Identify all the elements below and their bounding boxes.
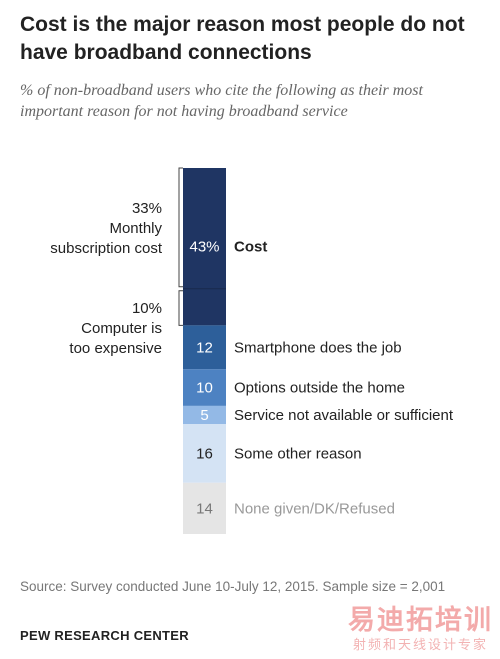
category-label-2: Smartphone does the job [234, 339, 402, 356]
category-label-1: Cost [234, 239, 267, 256]
computer-cost-bracket [178, 290, 183, 326]
bar-value-label-5: 16 [196, 445, 213, 462]
monthly-cost-label-line2: subscription cost [50, 240, 162, 257]
bar-value-label-3: 10 [196, 380, 213, 397]
bar-segment-3 [183, 369, 226, 406]
computer-cost-note: 10% Computer is too expensive [20, 299, 162, 359]
bar-segment-6 [183, 482, 226, 534]
monthly-cost-note: 33% Monthly subscription cost [20, 199, 162, 259]
org-name: PEW RESEARCH CENTER [20, 628, 189, 643]
bar-segment-1 [183, 168, 226, 326]
category-label-5: Some other reason [234, 445, 362, 462]
category-label-3: Options outside the home [234, 380, 405, 397]
category-label-4: Service not available or sufficient [234, 407, 454, 424]
bar-segment-2 [183, 325, 226, 370]
computer-cost-value: 10% [131, 300, 162, 317]
monthly-cost-bracket [178, 167, 183, 288]
bar-segment-4 [183, 405, 226, 425]
monthly-cost-label-line1: Monthly [109, 220, 162, 237]
source-note: Source: Survey conducted June 10-July 12… [20, 579, 446, 594]
monthly-cost-value: 33% [131, 200, 162, 217]
watermark: 易迪拓培训 射频和天线设计专家 [348, 604, 493, 654]
bar-value-label-1: 43% [189, 239, 219, 256]
bar-value-label-2: 12 [196, 339, 213, 356]
computer-cost-label-line1: Computer is [81, 320, 162, 337]
bar-segment-5 [183, 424, 226, 483]
chart-title: Cost is the major reason most people do … [20, 13, 465, 64]
category-label-6: None given/DK/Refused [234, 500, 395, 517]
bar-value-label-6: 14 [196, 500, 213, 517]
computer-cost-label-line2: too expensive [69, 340, 162, 357]
watermark-sub-text: 射频和天线设计专家 [352, 637, 488, 652]
chart-subtitle: % of non-broadband users who cite the fo… [20, 82, 423, 120]
watermark-main-text: 易迪拓培训 [348, 605, 493, 635]
bar-value-label-4: 5 [200, 407, 208, 424]
